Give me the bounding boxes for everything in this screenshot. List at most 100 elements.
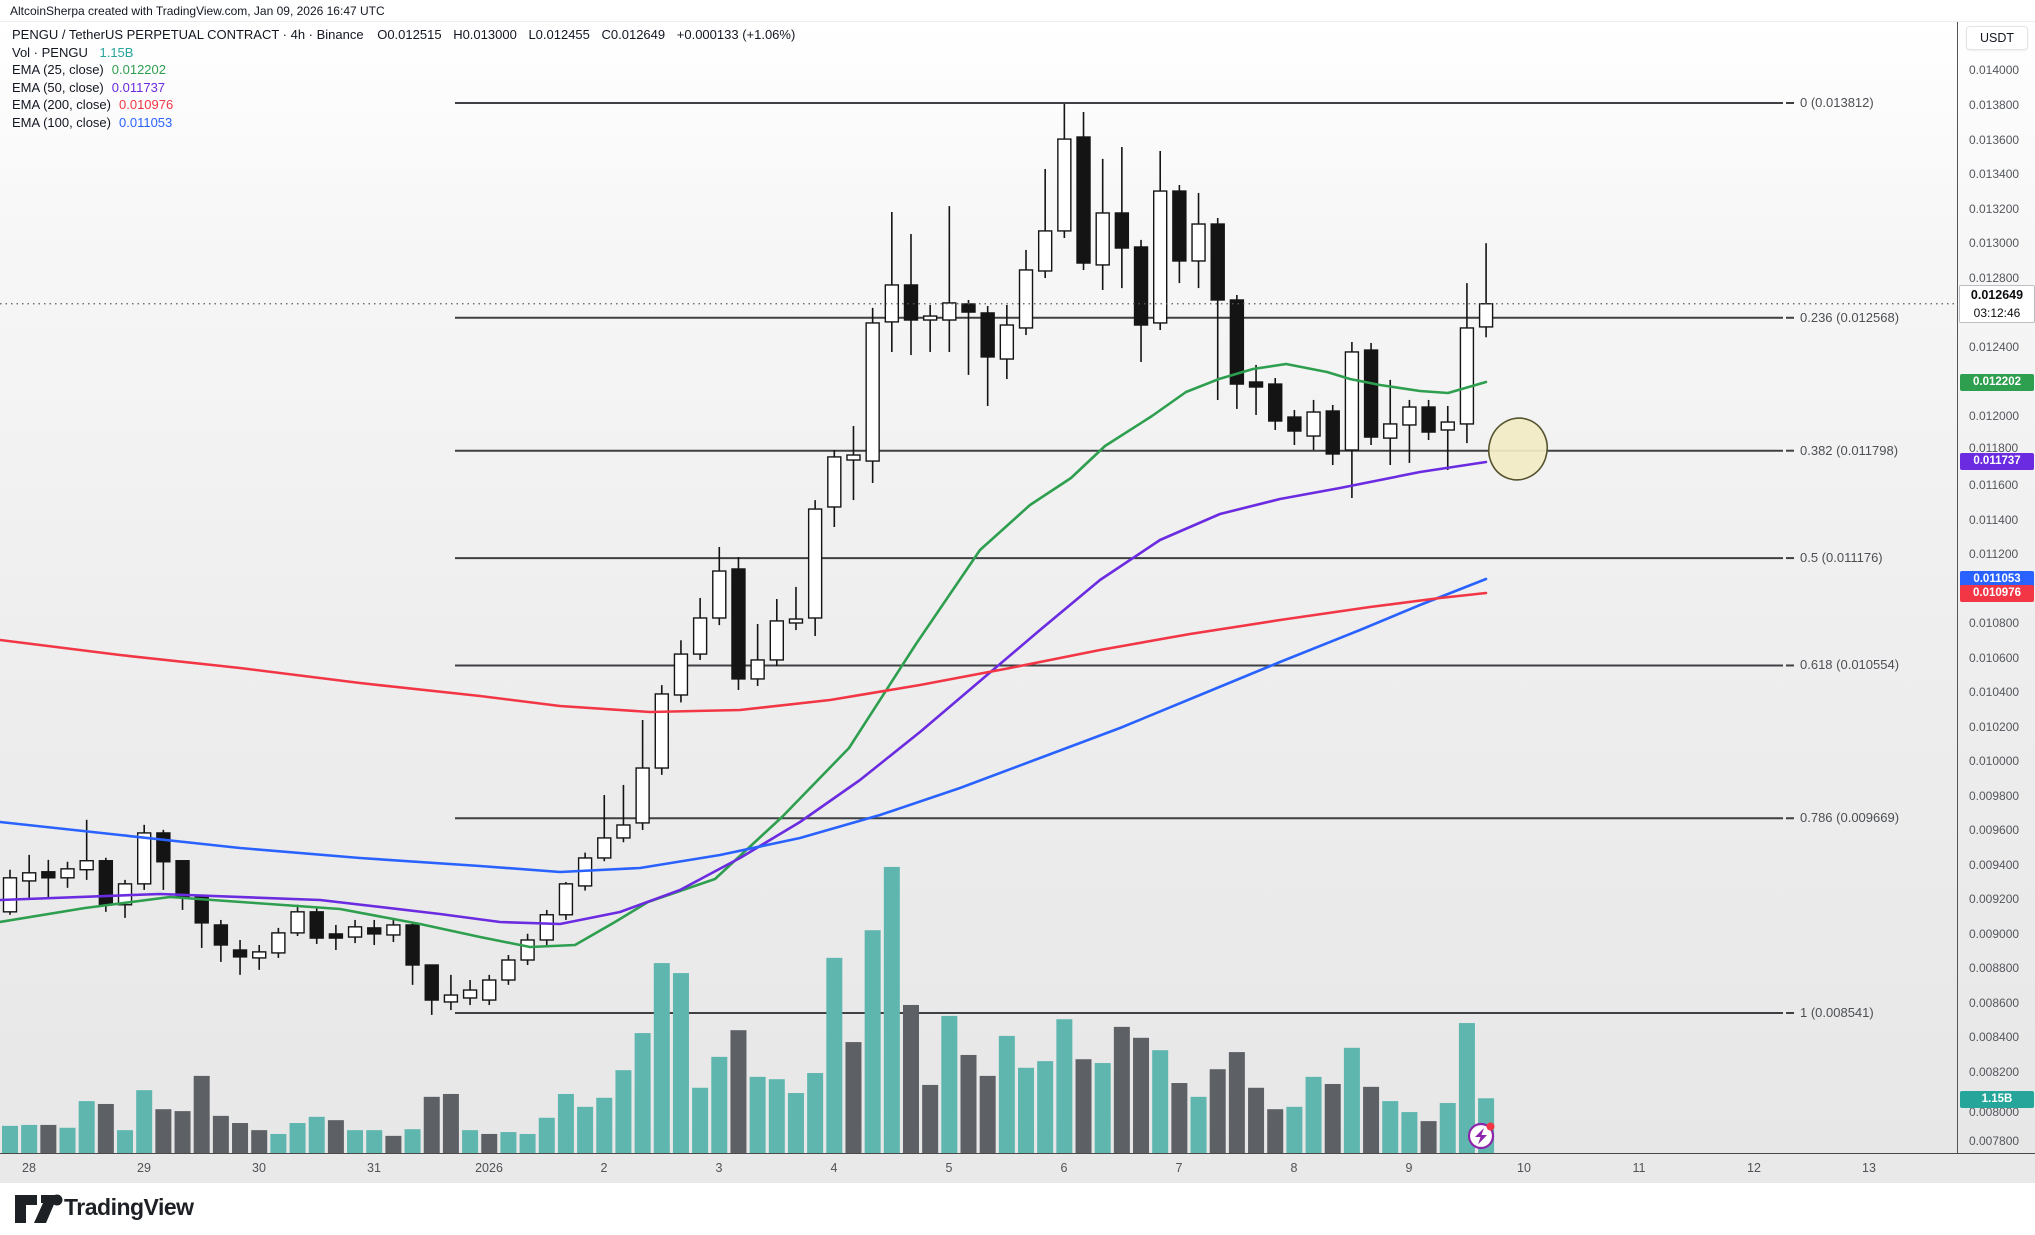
volume-bar [1190,1096,1207,1153]
candle [1095,212,1110,266]
candle [1248,381,1264,388]
change-value: +0.000133 (+1.06%) [676,27,796,42]
ema-legend-row[interactable]: EMA (200, close) 0.010976 [12,96,803,114]
candle [1057,138,1072,232]
candle [482,979,497,1001]
candle [1210,223,1225,301]
volume-bar [500,1132,517,1153]
candle [654,693,669,769]
candle [194,896,209,924]
volume-bar [864,930,881,1153]
price-tick-label: 0.011600 [1969,478,2019,492]
volume-bar [1171,1083,1188,1153]
ema-label: EMA (100, close) [12,114,111,130]
volume-bar [615,1070,632,1153]
price-tick-label: 0.009400 [1969,858,2020,872]
price-tick-label: 0.013200 [1969,202,2020,216]
candle [712,570,727,619]
price-tick-label: 0.013600 [1969,133,2020,147]
candle [846,454,861,461]
tradingview-logo-text[interactable]: TradingView [64,1194,194,1220]
high-value: H0.013000 [453,27,517,42]
volume-bar [193,1075,210,1153]
candle [807,508,823,619]
ema-legend-row[interactable]: EMA (50, close) 0.011737 [12,79,803,97]
chart-legend: PENGU / TetherUS PERPETUAL CONTRACT · 4h… [12,26,803,131]
ema-line[interactable] [0,362,1488,949]
volume-bar [462,1130,479,1153]
volume-bar [174,1111,191,1153]
time-tick-label: 5 [945,1161,953,1175]
candle [731,568,746,680]
fib-label: 1 (0.008541) [1800,1005,1874,1020]
tradingview-logo-icon[interactable] [13,1191,65,1225]
currency-button[interactable]: USDT [1966,26,2028,50]
volume-bar [366,1130,383,1153]
price-tick-label: 0.014000 [1969,63,2020,77]
ema-value: 0.012202 [111,62,166,77]
candle [1363,349,1379,438]
price-axis[interactable]: USDT 0.014000 0.013800 0.013600 0.013400 0.0… [1957,22,2035,1153]
low-value: L0.012455 [528,27,590,42]
time-tick-label: 7 [1175,1161,1183,1175]
candle [558,883,574,916]
time-tick-label: 12 [1747,1161,1761,1175]
candle [1133,246,1149,326]
ema-legend-row[interactable]: EMA (100, close) 0.011053 [12,114,803,132]
price-tick-label: 0.012000 [1969,409,2020,423]
candle [367,927,382,935]
time-tick-label: 2 [600,1161,608,1175]
attribution-bar: AltcoinSherpa created with TradingView.c… [0,0,2035,22]
symbol-row[interactable]: PENGU / TetherUS PERPETUAL CONTRACT · 4h… [12,26,803,44]
volume-bar [1209,1069,1226,1153]
volume-bar [883,866,900,1153]
price-badge: 0.010976 [1960,584,2034,602]
volume-bar [1324,1083,1341,1153]
time-tick-label: 28 [22,1161,36,1175]
price-tick-label: 0.010400 [1969,685,2020,699]
volume-row[interactable]: Vol · PENGU 1.15B [12,44,803,62]
candle [2,877,18,913]
time-tick-label: 13 [1862,1161,1876,1175]
volume-bar [308,1116,325,1153]
price-tick-label: 0.010000 [1969,754,2020,768]
volume-bar [1152,1050,1169,1153]
volume-label: Vol · PENGU [12,44,88,60]
ema-line[interactable] [0,591,1488,714]
price-tick-label: 0.010600 [1969,651,2020,665]
volume-bar [2,1125,18,1153]
volume-bar [327,1120,344,1153]
time-tick-label: 29 [137,1161,151,1175]
candle [21,872,37,882]
volume-bar [941,1015,958,1153]
volume-bar [251,1130,268,1153]
volume-bar [807,1073,824,1153]
candle [1229,299,1245,385]
candle [827,456,842,508]
symbol-title[interactable]: PENGU / TetherUS PERPETUAL CONTRACT · 4h… [12,27,364,42]
ema-line[interactable] [0,460,1488,926]
candle [865,322,880,462]
ema-line[interactable] [0,577,1488,874]
volume-bar [749,1076,766,1153]
volume-bar [730,1030,747,1153]
volume-bar [442,1093,459,1153]
volume-bar [78,1101,95,1153]
price-tick-label: 0.008200 [1969,1065,2020,1079]
volume-bar [155,1109,172,1153]
ema-legend-row[interactable]: EMA (25, close) 0.012202 [12,61,803,79]
candle [1325,410,1340,455]
volume-bar [97,1103,114,1153]
volume-bar [1382,1101,1399,1153]
price-tick-label: 0.007800 [1969,1134,2020,1148]
volume-bar [1248,1087,1265,1153]
candle [443,994,459,1003]
volume-bar [1363,1086,1380,1153]
candle [1287,416,1302,432]
volume-bar [787,1093,804,1153]
time-axis[interactable]: 28 29 30 31 2026 2 3 4 5 6 7 8 9 10 11 12 13 [0,1153,2035,1183]
candle [156,832,171,863]
price-tick-label: 0.011200 [1969,547,2019,561]
ellipse-drawing[interactable] [1481,411,1555,488]
